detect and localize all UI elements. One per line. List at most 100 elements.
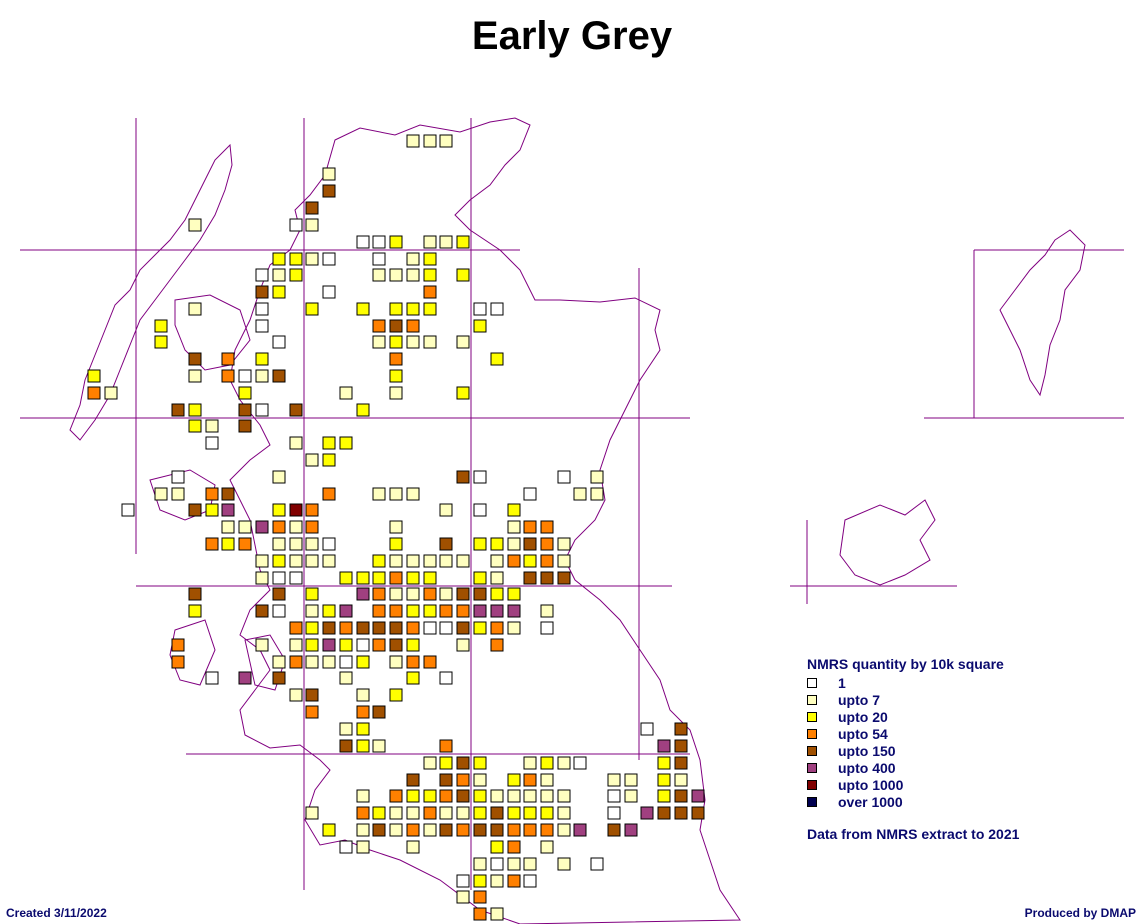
record-square [255,403,269,417]
record-square [573,487,587,501]
record-square [205,436,219,450]
record-square [456,823,470,837]
record-square [238,671,252,685]
record-square [557,823,571,837]
record-square [255,369,269,383]
record-square [507,823,521,837]
record-square [322,167,336,181]
legend-label: 1 [838,674,846,691]
record-square [188,302,202,316]
record-square [540,840,554,854]
record-square [255,319,269,333]
record-square [305,201,319,215]
record-square [272,587,286,601]
record-square [523,857,537,871]
record-square [372,621,386,635]
record-square [305,806,319,820]
record-square [238,369,252,383]
record-square [87,369,101,383]
record-square [339,739,353,753]
record-square [406,789,420,803]
record-square [657,739,671,753]
record-square [389,520,403,534]
record-square [289,571,303,585]
record-square [406,621,420,635]
record-square [272,503,286,517]
record-square [289,436,303,450]
record-square [540,756,554,770]
record-square [439,587,453,601]
record-square [406,319,420,333]
record-square [540,537,554,551]
record-square [607,806,621,820]
record-square [87,386,101,400]
record-square [523,571,537,585]
legend-item-upto-150: upto 150 [807,742,1019,759]
record-square [406,487,420,501]
record-square [322,184,336,198]
record-square [389,638,403,652]
record-square [423,823,437,837]
record-square [272,268,286,282]
record-square [289,403,303,417]
legend-swatch [807,728,817,739]
record-square [255,302,269,316]
record-square [557,470,571,484]
record-square [389,806,403,820]
record-square [507,503,521,517]
record-square [372,823,386,837]
record-square [205,503,219,517]
record-square [389,302,403,316]
record-square [305,638,319,652]
legend-swatch [807,745,817,756]
record-square [423,604,437,618]
record-square [389,335,403,349]
record-square [490,604,504,618]
record-square [305,688,319,702]
record-square [473,890,487,904]
record-square [490,907,504,921]
record-square [490,571,504,585]
record-square [573,756,587,770]
record-square [507,773,521,787]
record-square [456,638,470,652]
record-square [607,773,621,787]
record-square [456,554,470,568]
record-square [439,789,453,803]
record-square [406,671,420,685]
record-square [154,487,168,501]
record-square [339,604,353,618]
record-square [272,604,286,618]
record-square [289,554,303,568]
record-square [473,503,487,517]
record-square [389,655,403,669]
distribution-squares [87,134,705,921]
record-square [557,756,571,770]
record-square [439,671,453,685]
data-source-note: Data from NMRS extract to 2021 [807,826,1020,842]
record-square [624,773,638,787]
record-square [221,487,235,501]
record-square [255,285,269,299]
record-square [188,352,202,366]
record-square [289,688,303,702]
record-square [490,806,504,820]
record-square [322,436,336,450]
record-square [406,268,420,282]
record-square [171,470,185,484]
record-square [507,806,521,820]
record-square [523,806,537,820]
record-square [590,857,604,871]
record-square [272,252,286,266]
record-square [473,789,487,803]
record-square [523,773,537,787]
record-square [507,554,521,568]
record-square [356,235,370,249]
record-square [523,823,537,837]
record-square [557,806,571,820]
record-square [490,789,504,803]
record-square [305,520,319,534]
record-square [607,823,621,837]
record-square [523,756,537,770]
